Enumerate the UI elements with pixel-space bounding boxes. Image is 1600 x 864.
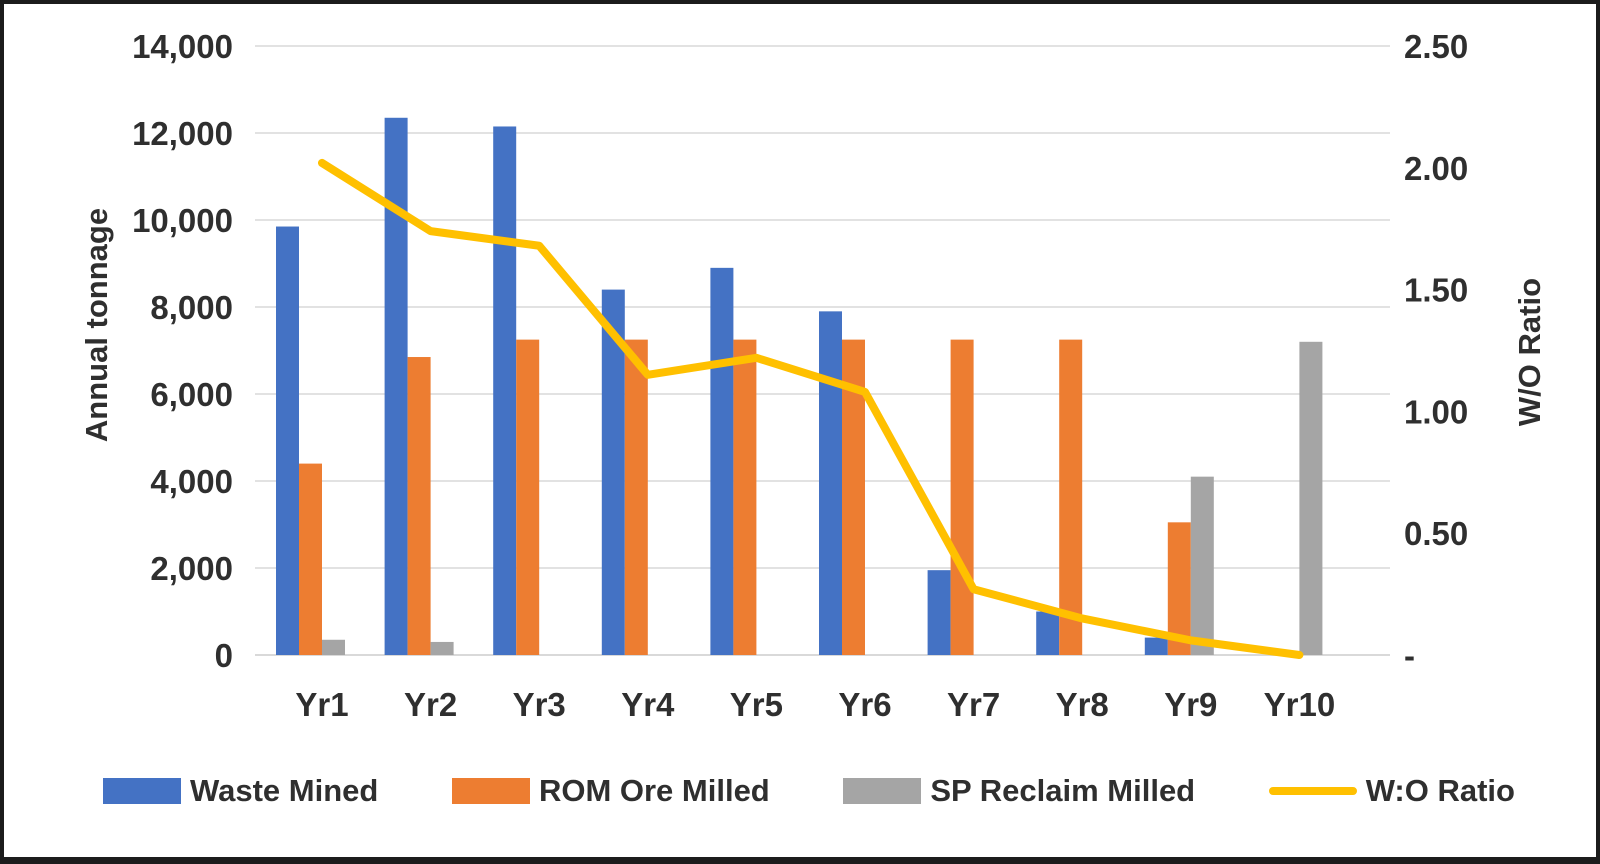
right-axis-tick: 0.50	[1404, 515, 1468, 552]
line-w-o-ratio	[318, 158, 1304, 659]
bar-waste-mined-yr8	[1036, 611, 1060, 655]
legend-label-w-o-ratio: W:O Ratio	[1365, 773, 1515, 808]
right-axis-tick: -	[1404, 637, 1415, 674]
bar-rom-ore-milled-yr1	[299, 463, 322, 655]
bar-rom-ore-milled-yr6	[842, 339, 865, 655]
left-axis-tick: 4,000	[150, 463, 233, 500]
bar-waste-mined-yr4	[601, 289, 625, 655]
left-axis-tick: 12,000	[132, 115, 233, 152]
bar-rom-ore-milled-yr2	[407, 357, 431, 655]
legend-item-rom-ore-milled: ROM Ore Milled	[451, 773, 770, 809]
legend-label-sp-reclaim-milled: SP Reclaim Milled	[930, 773, 1196, 808]
bar-waste-mined-yr7	[927, 570, 951, 655]
left-axis-tick: 8,000	[150, 289, 233, 326]
right-axis-tick: 1.50	[1404, 272, 1468, 309]
left-axis-title: Annual tonnage	[79, 207, 114, 443]
category-label-yr2: Yr2	[404, 686, 457, 723]
left-axis-tick: 10,000	[132, 202, 233, 239]
legend-item-w-o-ratio: W:O Ratio	[1268, 773, 1515, 809]
legend-label-waste-mined: Waste Mined	[190, 773, 379, 808]
category-label-yr9: Yr9	[1164, 686, 1217, 723]
bar-rom-ore-milled-yr8	[1059, 339, 1083, 655]
chart-legend: Waste Mined ROM Ore Milled SP Reclaim Mill…	[103, 766, 1515, 816]
category-label-yr10: Yr10	[1264, 686, 1336, 723]
bar-rom-ore-milled-yr3	[516, 339, 540, 655]
bar-waste-mined-yr9	[1144, 637, 1168, 655]
right-axis-tick: 1.00	[1404, 393, 1468, 430]
legend-swatch-rom-ore-milled	[451, 778, 530, 804]
category-label-yr7: Yr7	[947, 686, 1000, 723]
left-axis-tick: 0	[215, 637, 233, 674]
left-axis-tick: 6,000	[150, 376, 233, 413]
category-label-yr8: Yr8	[1056, 686, 1109, 723]
legend-item-waste-mined: Waste Mined	[103, 773, 378, 809]
bar-waste-mined-yr3	[493, 126, 517, 656]
bar-waste-mined-yr1	[276, 226, 299, 655]
legend-swatch-w-o-ratio	[1268, 787, 1357, 795]
bar-rom-ore-milled-yr9	[1167, 522, 1191, 655]
legend-item-sp-reclaim-milled: SP Reclaim Milled	[843, 773, 1195, 809]
category-label-yr4: Yr4	[621, 686, 675, 723]
legend-label-rom-ore-milled: ROM Ore Milled	[538, 773, 770, 808]
legend-swatch-sp-reclaim-milled	[843, 778, 922, 804]
right-axis-tick: 2.50	[1404, 28, 1468, 65]
right-axis-title: W/O Ratio	[1512, 277, 1547, 427]
category-label-yr6: Yr6	[838, 686, 891, 723]
category-label-yr3: Yr3	[513, 686, 566, 723]
bar-sp-reclaim-milled-yr9	[1190, 476, 1214, 655]
bar-sp-reclaim-milled-yr10	[1299, 341, 1323, 655]
legend-swatch-waste-mined	[103, 778, 181, 804]
bar-waste-mined-yr6	[819, 311, 842, 655]
bar-sp-reclaim-milled-yr1	[322, 639, 345, 655]
bar-waste-mined-yr2	[384, 117, 408, 655]
category-label-yr1: Yr1	[295, 686, 348, 723]
category-label-yr5: Yr5	[730, 686, 783, 723]
bar-rom-ore-milled-yr7	[950, 339, 974, 655]
left-axis-tick: 14,000	[132, 28, 233, 65]
bar-rom-ore-milled-yr4	[624, 339, 648, 655]
bar-rom-ore-milled-yr5	[733, 339, 757, 655]
left-axis-tick: 2,000	[150, 550, 233, 587]
bar-sp-reclaim-milled-yr2	[430, 641, 454, 655]
right-axis-tick: 2.00	[1404, 150, 1468, 187]
bar-waste-mined-yr5	[710, 267, 734, 655]
